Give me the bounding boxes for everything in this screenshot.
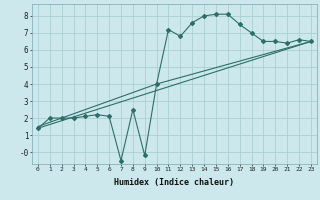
X-axis label: Humidex (Indice chaleur): Humidex (Indice chaleur) (115, 178, 234, 187)
